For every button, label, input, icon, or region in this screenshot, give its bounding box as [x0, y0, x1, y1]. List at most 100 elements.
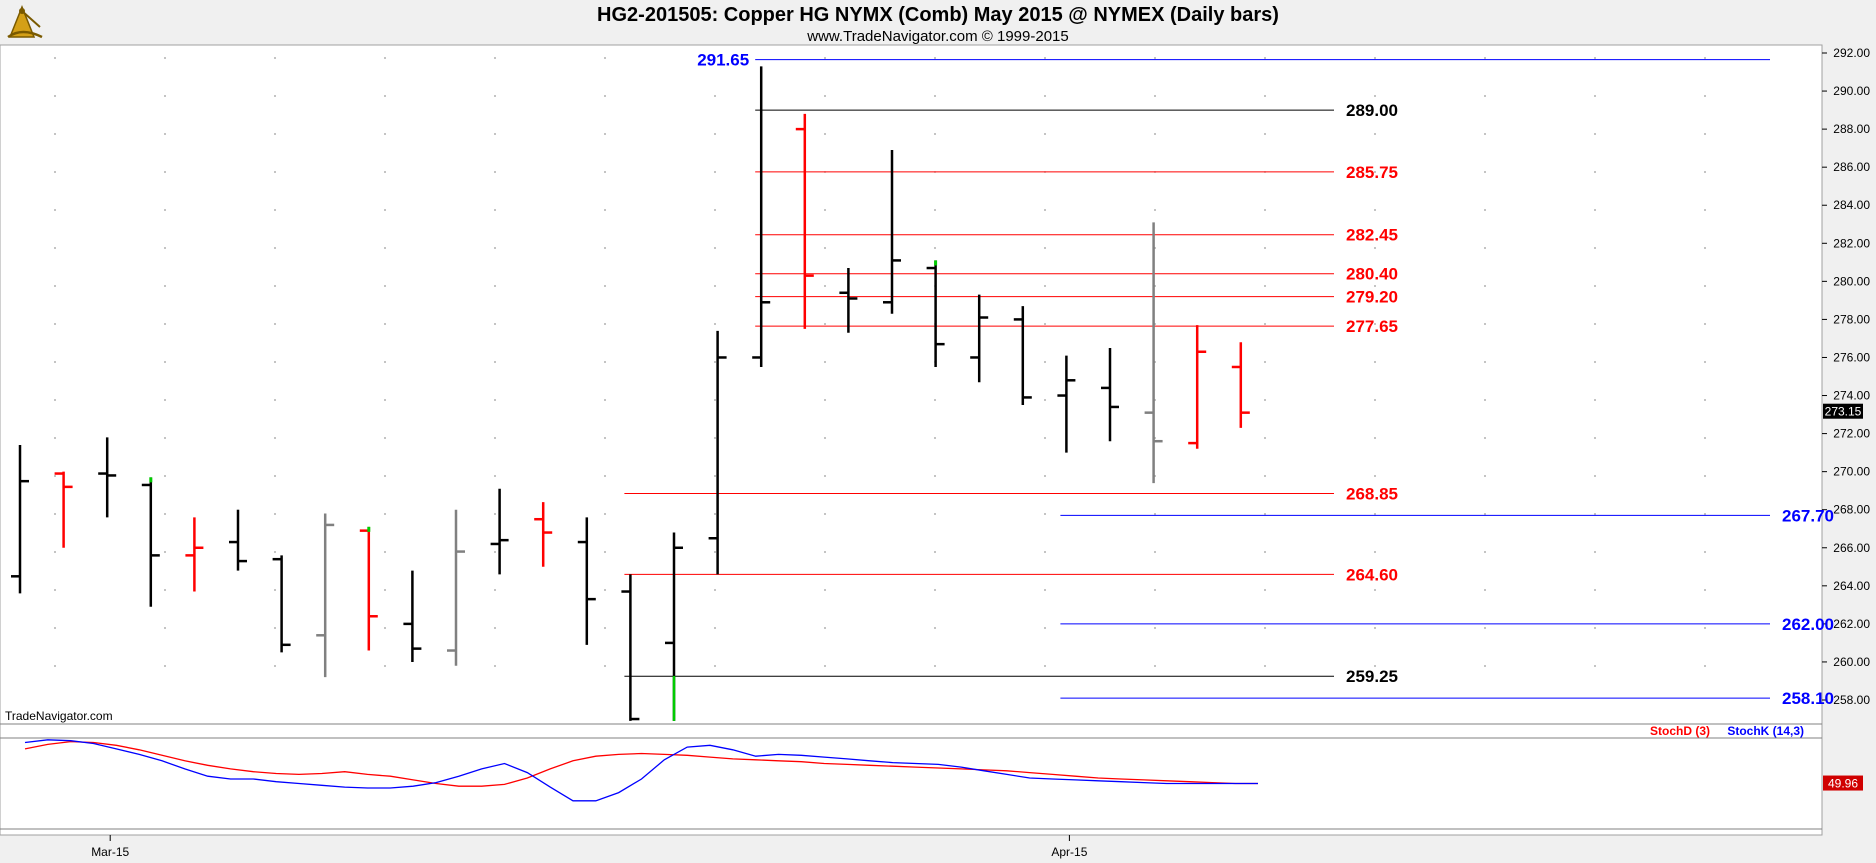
grid-dot [1704, 95, 1706, 97]
grid-dot [274, 513, 276, 515]
grid-dot [54, 95, 56, 97]
grid-dot [384, 323, 386, 325]
grid-dot [1594, 475, 1596, 477]
stochastic-indicator: StochD (3) StochK (14,3) [24, 724, 1804, 802]
grid-dot [1264, 209, 1266, 211]
grid-dot [1044, 551, 1046, 553]
grid-dot [274, 133, 276, 135]
grid-dot [1594, 361, 1596, 363]
level-label: 264.60 [1346, 565, 1398, 584]
grid-dot [824, 437, 826, 439]
grid-dot [604, 171, 606, 173]
grid-dot [1044, 285, 1046, 287]
grid-dot [274, 665, 276, 667]
grid-dot [1704, 209, 1706, 211]
grid-dot [274, 627, 276, 629]
grid-dot [1484, 247, 1486, 249]
grid-dot [1264, 665, 1266, 667]
grid-dot [54, 399, 56, 401]
last-price-badge [1823, 403, 1863, 419]
grid-dot [164, 285, 166, 287]
last-price-value: 273.15 [1825, 405, 1862, 419]
price-tick-label: 290.00 [1833, 84, 1870, 98]
level-label: 277.65 [1346, 317, 1398, 336]
grid-dot [164, 475, 166, 477]
grid-dot [384, 513, 386, 515]
grid-dot [164, 627, 166, 629]
grid-dot [494, 57, 496, 59]
stoch-d-label: StochD (3) [1650, 724, 1710, 738]
grid-dot [1594, 665, 1596, 667]
grid-dot [1044, 589, 1046, 591]
stoch-k-label: StochK (14,3) [1727, 724, 1804, 738]
grid-dot [1154, 665, 1156, 667]
grid-dot [384, 551, 386, 553]
grid-dot [1594, 437, 1596, 439]
grid-dot [1594, 133, 1596, 135]
grid-dot [1374, 323, 1376, 325]
grid-dot [824, 95, 826, 97]
grid-dot [604, 57, 606, 59]
grid-dot [1154, 551, 1156, 553]
grid-dot [604, 95, 606, 97]
grid-dot [1374, 551, 1376, 553]
grid-dot [164, 437, 166, 439]
level-label: 279.20 [1346, 288, 1398, 307]
ohlc-bar [665, 532, 683, 721]
grid-dot [54, 57, 56, 59]
grid-dot [714, 437, 716, 439]
price-tick-label: 292.00 [1833, 46, 1870, 60]
grid-dot [54, 361, 56, 363]
ohlc-bar [970, 294, 989, 383]
grid-dot [714, 361, 716, 363]
level-label: 291.65 [697, 51, 749, 70]
stoch-series-line [24, 740, 1258, 787]
grid-dot [824, 513, 826, 515]
grid-dot [494, 323, 496, 325]
grid-dot [164, 57, 166, 59]
grid-dot [164, 399, 166, 401]
level-label: 259.25 [1346, 667, 1398, 686]
grid-dot [54, 475, 56, 477]
grid-dot [494, 437, 496, 439]
grid-dot [54, 133, 56, 135]
grid-dot [494, 95, 496, 97]
grid-dot [1704, 665, 1706, 667]
grid-dot [1044, 627, 1046, 629]
grid-dot [494, 665, 496, 667]
grid-dot [1264, 361, 1266, 363]
grid-dot [384, 437, 386, 439]
grid-dot [604, 475, 606, 477]
grid-dot [714, 627, 716, 629]
grid-dot [1044, 247, 1046, 249]
grid-dot [1484, 551, 1486, 553]
grid-dot [1484, 57, 1486, 59]
level-lines: 291.65 289.00 285.75 282.45 280.40 279.20 277.… [624, 51, 1834, 708]
ohlc-bar [272, 555, 291, 653]
price-tick-label: 284.00 [1833, 198, 1870, 212]
grid-dot [824, 551, 826, 553]
grid-dot [1044, 399, 1046, 401]
grid-dot [1594, 247, 1596, 249]
stoch-series-line [24, 739, 1258, 802]
grid-dot [1264, 247, 1266, 249]
grid-dot [274, 323, 276, 325]
level-label: 280.40 [1346, 265, 1398, 284]
price-tick-label: 276.00 [1833, 350, 1870, 364]
grid-dot [164, 247, 166, 249]
grid-dot [1704, 171, 1706, 173]
grid-dot [164, 665, 166, 667]
grid-dot [384, 475, 386, 477]
grid-dot [1484, 209, 1486, 211]
time-tick-label: Apr-15 [1051, 845, 1087, 859]
grid-dot [274, 437, 276, 439]
ohlc-bar [1144, 222, 1163, 484]
grid-dot [1594, 513, 1596, 515]
grid-dot [1374, 437, 1376, 439]
grid-dot [1264, 285, 1266, 287]
price-tick-label: 288.00 [1833, 122, 1870, 136]
grid-dot [274, 57, 276, 59]
grid-dot [1374, 95, 1376, 97]
grid-dot [1594, 323, 1596, 325]
grid-dot [384, 95, 386, 97]
